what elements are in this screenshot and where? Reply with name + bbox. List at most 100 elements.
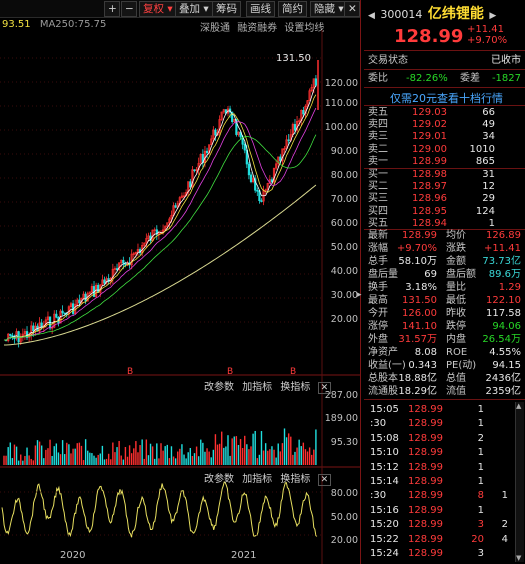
volume-bar <box>84 439 87 465</box>
add-indicator-button[interactable]: 加指标 <box>242 474 273 485</box>
volume-bar <box>239 439 242 465</box>
draw-line-button[interactable]: 画线 <box>246 1 275 17</box>
scroll-down-icon[interactable]: ▼ <box>516 554 522 562</box>
candle-body <box>243 143 246 151</box>
edit-params-button[interactable]: 改参数 <box>204 474 234 485</box>
stat-value: 3.18% <box>405 282 437 293</box>
candle-body <box>130 253 133 266</box>
candle-body <box>281 148 284 162</box>
volume-bar <box>91 453 93 465</box>
volume-bar <box>191 455 194 465</box>
volume-bar <box>53 446 55 465</box>
stat-label: 收益(一) <box>368 360 406 371</box>
close-icon[interactable]: ✕ <box>317 382 332 394</box>
chart-canvas[interactable] <box>0 30 360 564</box>
candle-body <box>155 229 158 235</box>
kline-chart-panel[interactable]: + − 复权 ▾ 叠加 ▾ 筹码 画线 简约 隐藏 ▾ ✕ 93.51 MA25… <box>0 0 362 564</box>
stat-value: 131.50 <box>402 295 437 306</box>
ma250-label: MA250: <box>39 19 78 30</box>
volume-bar <box>258 454 261 465</box>
stat-label: 涨跌 <box>446 243 466 254</box>
candle-body <box>306 100 309 107</box>
edit-params-button[interactable]: 改参数 <box>204 382 234 393</box>
bid-level-row[interactable]: 买二 128.97 12 <box>364 181 525 193</box>
volume-bar <box>246 444 248 465</box>
volume-bar <box>64 454 66 465</box>
volume-bar <box>210 457 212 465</box>
overlay-dropdown[interactable]: 叠加 ▾ <box>175 1 213 17</box>
stat-value: 69 <box>424 269 437 280</box>
volume-bar <box>227 435 229 465</box>
next-stock-icon[interactable]: ▶ <box>489 11 497 21</box>
simple-mode-button[interactable]: 简约 <box>278 1 307 17</box>
swap-indicator-button[interactable]: 换指标 <box>280 474 311 485</box>
candle-body <box>182 195 186 198</box>
tick-row: :30 128.99 8 1 <box>364 490 514 502</box>
volume-bar <box>304 449 307 465</box>
volume-bar <box>168 458 171 465</box>
tick-scrollbar[interactable]: ▲ ▼ <box>515 402 524 562</box>
candle-body <box>199 154 202 164</box>
tick-row: 15:05 128.99 1 <box>364 404 514 416</box>
collapse-panel-icon[interactable]: ▸ <box>357 290 362 300</box>
candle-body <box>293 124 297 131</box>
candle-body <box>107 278 110 282</box>
zoom-out-button[interactable]: − <box>121 1 137 17</box>
ask-level-row[interactable]: 卖三 129.01 34 <box>364 131 525 143</box>
ask-level-row[interactable]: 卖一 128.99 865 <box>364 156 525 168</box>
candle-body <box>166 222 169 227</box>
candle-body <box>84 293 87 302</box>
close-icon[interactable]: ✕ <box>317 474 332 486</box>
sh-sz-connect-link[interactable]: 深股通 <box>200 23 230 34</box>
swap-indicator-button[interactable]: 换指标 <box>280 382 311 393</box>
bid-level-row[interactable]: 买三 128.96 29 <box>364 193 525 205</box>
stat-value: +11.41 <box>483 243 521 254</box>
set-ma-link[interactable]: 设置均线 <box>284 23 325 34</box>
tick-count: 4 <box>501 533 508 545</box>
bid-level-row[interactable]: 买四 128.95 124 <box>364 206 525 218</box>
price-axis-label: 100.00 <box>324 122 358 133</box>
volume-bar <box>105 458 108 465</box>
candle-body <box>145 238 148 244</box>
volume-bar <box>290 436 292 465</box>
volume-bar <box>74 448 76 465</box>
ask-level-row[interactable]: 卖二 129.00 1010 <box>364 144 525 156</box>
zoom-in-button[interactable]: + <box>104 1 120 17</box>
ask-level-row[interactable]: 卖五 129.03 66 <box>364 107 525 119</box>
candle-body <box>298 120 301 122</box>
add-indicator-button[interactable]: 加指标 <box>242 382 273 393</box>
bid-level-row[interactable]: 买五 128.94 1 <box>364 218 525 230</box>
volume-bar <box>124 446 127 465</box>
volume-bar <box>260 431 263 465</box>
stat-row: 最新 128.99 均价 126.89 <box>364 230 525 242</box>
volume-bar <box>172 456 175 465</box>
oscillator-axis-label: 20.00 <box>330 535 358 546</box>
volume-bar <box>254 430 256 465</box>
adjust-dropdown[interactable]: 复权 ▾ <box>139 1 177 17</box>
tick-volume: 1 <box>477 461 484 473</box>
candle-body <box>15 331 18 339</box>
hide-button[interactable]: 隐藏 ▾ <box>310 1 348 17</box>
level2-promo-link[interactable]: 仅需20元查看十档行情 <box>390 92 503 105</box>
close-icon[interactable]: ✕ <box>344 1 360 17</box>
price-axis-label: 30.00 <box>330 290 358 301</box>
prev-stock-icon[interactable]: ◀ <box>368 11 375 21</box>
volume-bar <box>38 441 41 465</box>
chip-button[interactable]: 筹码 <box>212 1 241 17</box>
margin-trading-link[interactable]: 融资融券 <box>237 23 278 34</box>
ask-level-row[interactable]: 卖四 129.02 49 <box>364 119 525 131</box>
overlay-label: 叠加 <box>179 3 200 15</box>
tick-price: 128.99 <box>408 476 443 487</box>
candle-body <box>78 299 81 304</box>
ma250-line <box>3 184 317 346</box>
candle-body <box>143 242 146 246</box>
level-price: 129.02 <box>412 119 447 131</box>
volume-bar <box>11 458 14 465</box>
stat-row: 涨幅 +9.70% 涨跌 +11.41 <box>364 243 525 255</box>
volume-bar <box>5 455 7 465</box>
moving-average-line <box>3 94 317 341</box>
bid-level-row[interactable]: 买一 128.98 31 <box>364 169 525 181</box>
scroll-up-icon[interactable]: ▲ <box>516 402 522 410</box>
level-volume: 49 <box>482 119 495 131</box>
chevron-down-icon: ▾ <box>200 3 209 15</box>
